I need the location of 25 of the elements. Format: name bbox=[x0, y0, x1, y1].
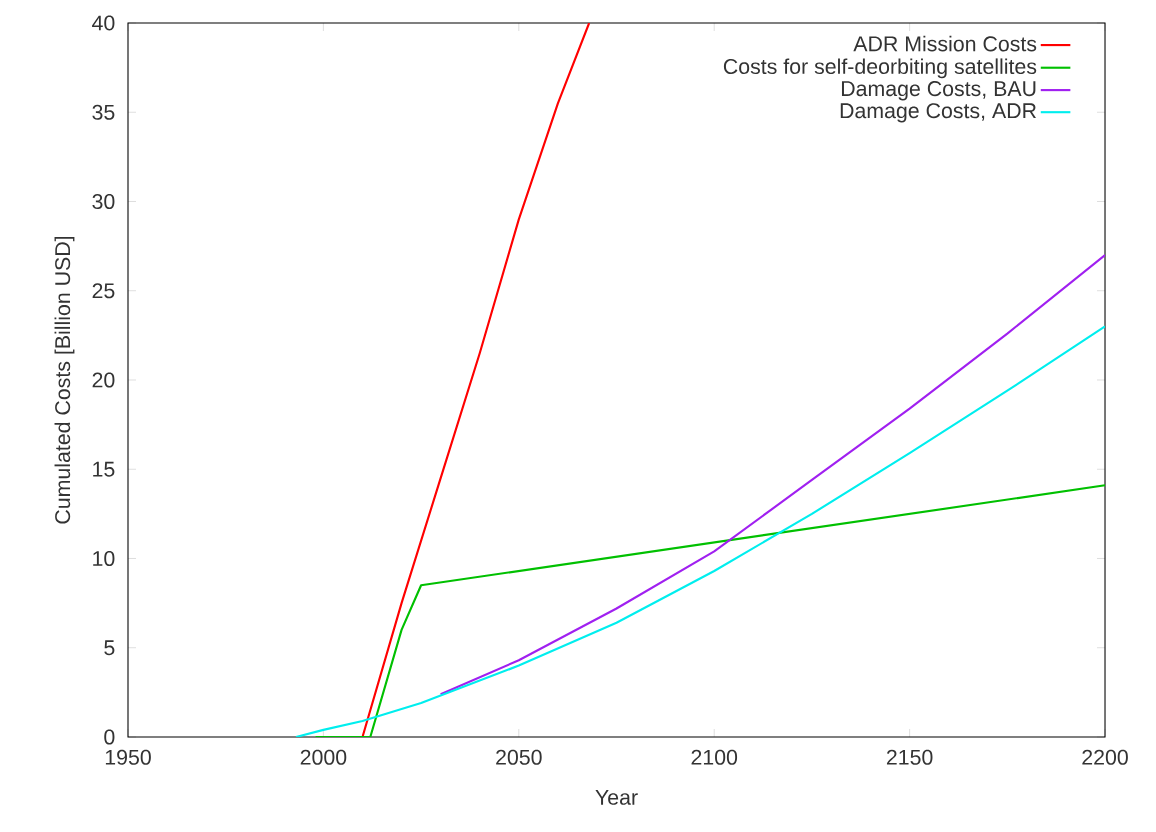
x-tick-label: 1950 bbox=[105, 749, 151, 765]
x-tick-label: 2100 bbox=[691, 749, 738, 765]
y-axis-title: Cumulated Costs [Billion USD] bbox=[54, 236, 75, 524]
y-tick-label: 25 bbox=[92, 283, 115, 299]
legend-label: Costs for self-deorbiting satellites bbox=[723, 58, 1037, 79]
x-tick-label: 2200 bbox=[1082, 749, 1128, 765]
y-tick-label: 5 bbox=[104, 640, 115, 656]
line-series bbox=[439, 253, 1106, 696]
y-tick-label: 20 bbox=[92, 372, 115, 388]
y-tick-label: 10 bbox=[93, 550, 115, 567]
x-tick-label: 2000 bbox=[300, 749, 347, 765]
legend-label: Damage Costs, ADR bbox=[840, 103, 1037, 123]
y-tick-label: 0 bbox=[104, 729, 115, 745]
x-axis-title: Year bbox=[595, 789, 638, 805]
legend-label: ADR Mission Costs bbox=[853, 35, 1037, 52]
line-series bbox=[361, 23, 591, 737]
y-tick-label: 30 bbox=[92, 193, 115, 210]
legend-label: Damage Costs, BAU bbox=[841, 81, 1036, 101]
line-series bbox=[314, 484, 1106, 737]
y-tick-label: 40 bbox=[92, 15, 115, 31]
y-tick-label: 15 bbox=[93, 461, 115, 477]
x-tick-label: 2150 bbox=[886, 749, 933, 765]
x-tick-label: 2050 bbox=[496, 749, 542, 765]
y-tick-label: 35 bbox=[92, 104, 115, 120]
line-series bbox=[294, 325, 1106, 737]
